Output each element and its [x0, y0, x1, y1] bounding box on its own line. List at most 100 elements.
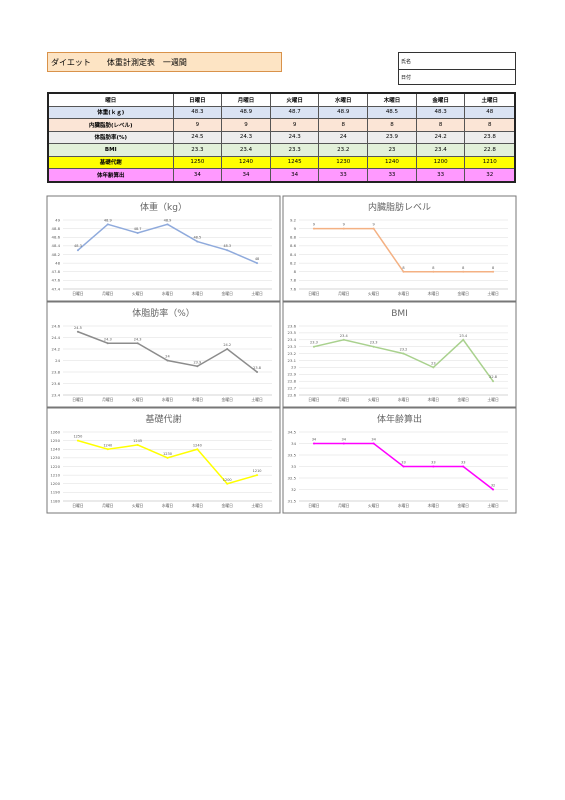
x-tick-label: 土曜日 — [487, 397, 499, 402]
point — [492, 380, 495, 383]
point — [136, 342, 139, 345]
y-tick-label: 8.6 — [290, 243, 297, 248]
data-label: 9 — [313, 223, 315, 227]
chart-title: 内臓脂肪レベル — [368, 201, 431, 213]
data-label: 23.4 — [459, 334, 468, 338]
y-tick-label: 23.2 — [288, 351, 297, 356]
y-tick-label: 48 — [55, 260, 60, 265]
x-tick-label: 木曜日 — [192, 397, 204, 402]
x-tick-label: 水曜日 — [398, 397, 410, 402]
x-tick-label: 金曜日 — [222, 397, 234, 402]
value-cell: 33 — [367, 168, 417, 182]
point — [256, 371, 259, 373]
value-cell: 34 — [172, 168, 223, 182]
data-label: 24.3 — [134, 337, 142, 341]
point — [166, 456, 169, 459]
data-label: 48 — [255, 257, 259, 261]
y-tick-label: 1190 — [50, 490, 60, 495]
x-tick-label: 月曜日 — [102, 397, 114, 402]
x-tick-label: 月曜日 — [338, 397, 350, 402]
point — [342, 442, 345, 445]
y-tick-label: 31.5 — [288, 498, 297, 503]
document-title: ダイエット 体重計測定表 一週間 — [47, 52, 282, 72]
y-tick-label: 23.3 — [288, 344, 297, 349]
x-tick-label: 火曜日 — [368, 291, 380, 296]
x-tick-label: 土曜日 — [487, 503, 499, 508]
data-label: 23.2 — [400, 348, 408, 352]
y-tick-label: 1260 — [50, 429, 60, 434]
x-tick-label: 月曜日 — [102, 503, 114, 508]
x-tick-label: 木曜日 — [192, 291, 204, 296]
point — [106, 223, 109, 226]
y-tick-label: 1200 — [50, 481, 60, 486]
point — [226, 249, 229, 252]
x-tick-label: 日曜日 — [308, 291, 320, 296]
y-tick-label: 24 — [55, 358, 60, 363]
data-label: 8 — [462, 266, 464, 270]
point — [432, 270, 435, 273]
y-tick-label: 8 — [294, 269, 297, 274]
name-field: 氏名 — [398, 52, 516, 70]
value-cell: 34 — [221, 168, 271, 182]
y-tick-label: 22.9 — [288, 372, 297, 377]
x-tick-label: 火曜日 — [368, 397, 380, 402]
data-row: 内臓脂肪(レベル) 9 9 9 8 8 8 8 — [47, 118, 516, 132]
x-tick-label: 金曜日 — [458, 397, 470, 402]
y-tick-label: 47.4 — [52, 286, 61, 291]
x-tick-label: 土曜日 — [251, 503, 263, 508]
data-label: 8 — [402, 266, 404, 270]
data-row: 体脂肪率(%) 24.5 24.3 24.3 24 23.9 24.2 23.8 — [47, 130, 516, 144]
y-tick-label: 33.5 — [288, 452, 297, 457]
point — [312, 442, 315, 445]
y-tick-label: 47.8 — [52, 269, 61, 274]
x-tick-label: 木曜日 — [192, 503, 204, 508]
y-tick-label: 23.6 — [288, 323, 297, 328]
header-cell: 日曜日 — [172, 92, 223, 107]
point — [196, 365, 199, 368]
point — [136, 231, 139, 234]
y-tick-label: 48.8 — [52, 226, 61, 231]
chart-frame — [46, 301, 281, 408]
value-cell: 8 — [464, 118, 516, 132]
y-tick-label: 24.4 — [52, 335, 61, 340]
data-label: 48.3 — [223, 244, 231, 248]
chart-title: BMI — [391, 309, 408, 319]
y-tick-label: 23 — [291, 365, 296, 370]
data-row: BMI 23.3 23.4 23.3 23.2 23 23.4 22.8 — [47, 143, 516, 157]
point — [256, 474, 259, 477]
y-tick-label: 48.2 — [52, 252, 61, 257]
date-field: 日付 — [398, 70, 516, 85]
data-label: 33 — [461, 461, 465, 465]
header-cell: 土曜日 — [464, 92, 516, 107]
x-tick-label: 月曜日 — [102, 291, 114, 296]
y-tick-label: 22.6 — [288, 392, 297, 397]
y-tick-label: 8.2 — [290, 260, 297, 265]
data-label: 24.5 — [74, 326, 82, 330]
chart-frame — [282, 407, 517, 514]
point — [432, 465, 435, 468]
data-label: 1200 — [223, 478, 232, 482]
y-tick-label: 8.8 — [290, 235, 297, 240]
point — [196, 240, 199, 243]
y-tick-label: 23.8 — [52, 369, 61, 374]
x-tick-label: 水曜日 — [162, 291, 174, 296]
data-label: 8 — [432, 266, 434, 270]
x-tick-label: 土曜日 — [251, 397, 263, 402]
data-label: 48.9 — [104, 218, 112, 222]
data-label: 9 — [343, 223, 345, 227]
y-tick-label: 23.4 — [288, 337, 297, 342]
y-tick-label: 23.1 — [288, 358, 297, 363]
x-tick-label: 火曜日 — [368, 503, 380, 508]
y-tick-label: 23.5 — [288, 330, 297, 335]
data-label: 8 — [492, 266, 494, 270]
point — [402, 465, 405, 468]
y-tick-label: 23.4 — [52, 392, 61, 397]
data-label: 9 — [373, 223, 375, 227]
point — [372, 227, 375, 230]
x-tick-label: 水曜日 — [162, 397, 174, 402]
chart-frame — [282, 301, 517, 408]
data-label: 32 — [491, 484, 495, 488]
data-label: 48.9 — [164, 218, 172, 222]
y-tick-label: 7.8 — [290, 278, 297, 283]
point — [106, 448, 109, 451]
